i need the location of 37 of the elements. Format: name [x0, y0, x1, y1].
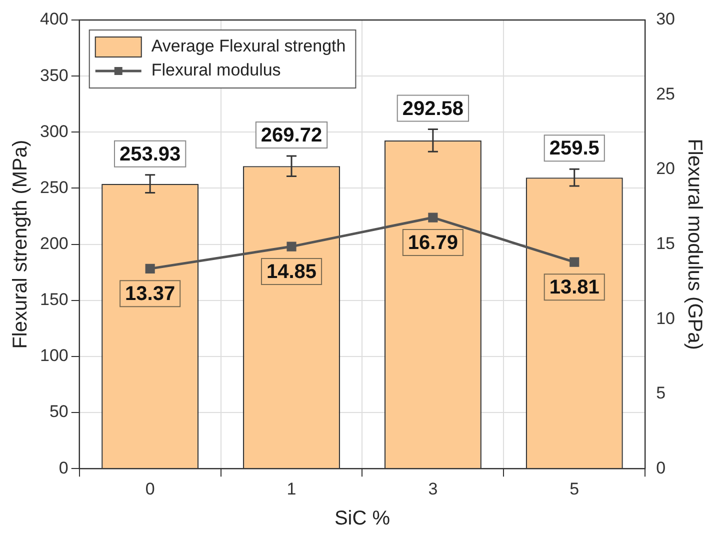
- point: [145, 264, 155, 274]
- y-tick-label: 50: [49, 402, 68, 422]
- y-tick-label: 400: [40, 10, 68, 29]
- legend-label: Average Flexural strength: [151, 36, 346, 56]
- y2-tick-label: 15: [656, 234, 676, 253]
- x-tick-label: 1: [286, 479, 296, 498]
- y-tick-label: 200: [40, 234, 68, 253]
- y2-axis-title: Flexural modulus (GPa): [683, 138, 706, 350]
- y-tick-label: 350: [40, 66, 68, 85]
- y-tick-label: 150: [40, 290, 68, 310]
- data-label: 13.37: [125, 283, 176, 306]
- y-tick-label: 0: [58, 458, 68, 478]
- data-label: 259.5: [549, 138, 600, 160]
- x-tick-label: 0: [145, 479, 155, 498]
- data-label: 269.72: [260, 124, 322, 147]
- x-tick-label: 5: [570, 479, 580, 498]
- data-label: 253.93: [119, 143, 181, 166]
- point: [428, 212, 438, 222]
- y-tick-label: 100: [40, 346, 68, 366]
- legend-label: Flexural modulus: [151, 60, 281, 80]
- point: [570, 257, 580, 267]
- data-label: 14.85: [266, 261, 317, 284]
- y-tick-label: 300: [40, 122, 68, 141]
- y2-tick-label: 0: [656, 458, 666, 478]
- y2-tick-label: 30: [656, 10, 676, 29]
- y-axis-title: Flexural strength (MPa): [10, 140, 32, 349]
- data-label: 292.58: [402, 98, 464, 120]
- x-axis-title: SiC %: [334, 508, 390, 530]
- y2-tick-label: 10: [656, 308, 676, 328]
- data-label: 16.79: [408, 232, 458, 254]
- y-tick-label: 250: [40, 178, 68, 197]
- y2-tick-label: 20: [656, 159, 676, 178]
- y2-tick-label: 25: [656, 84, 676, 104]
- point: [286, 242, 296, 252]
- x-tick-label: 3: [428, 479, 438, 498]
- y2-tick-label: 5: [656, 384, 666, 403]
- data-label: 13.81: [549, 276, 600, 299]
